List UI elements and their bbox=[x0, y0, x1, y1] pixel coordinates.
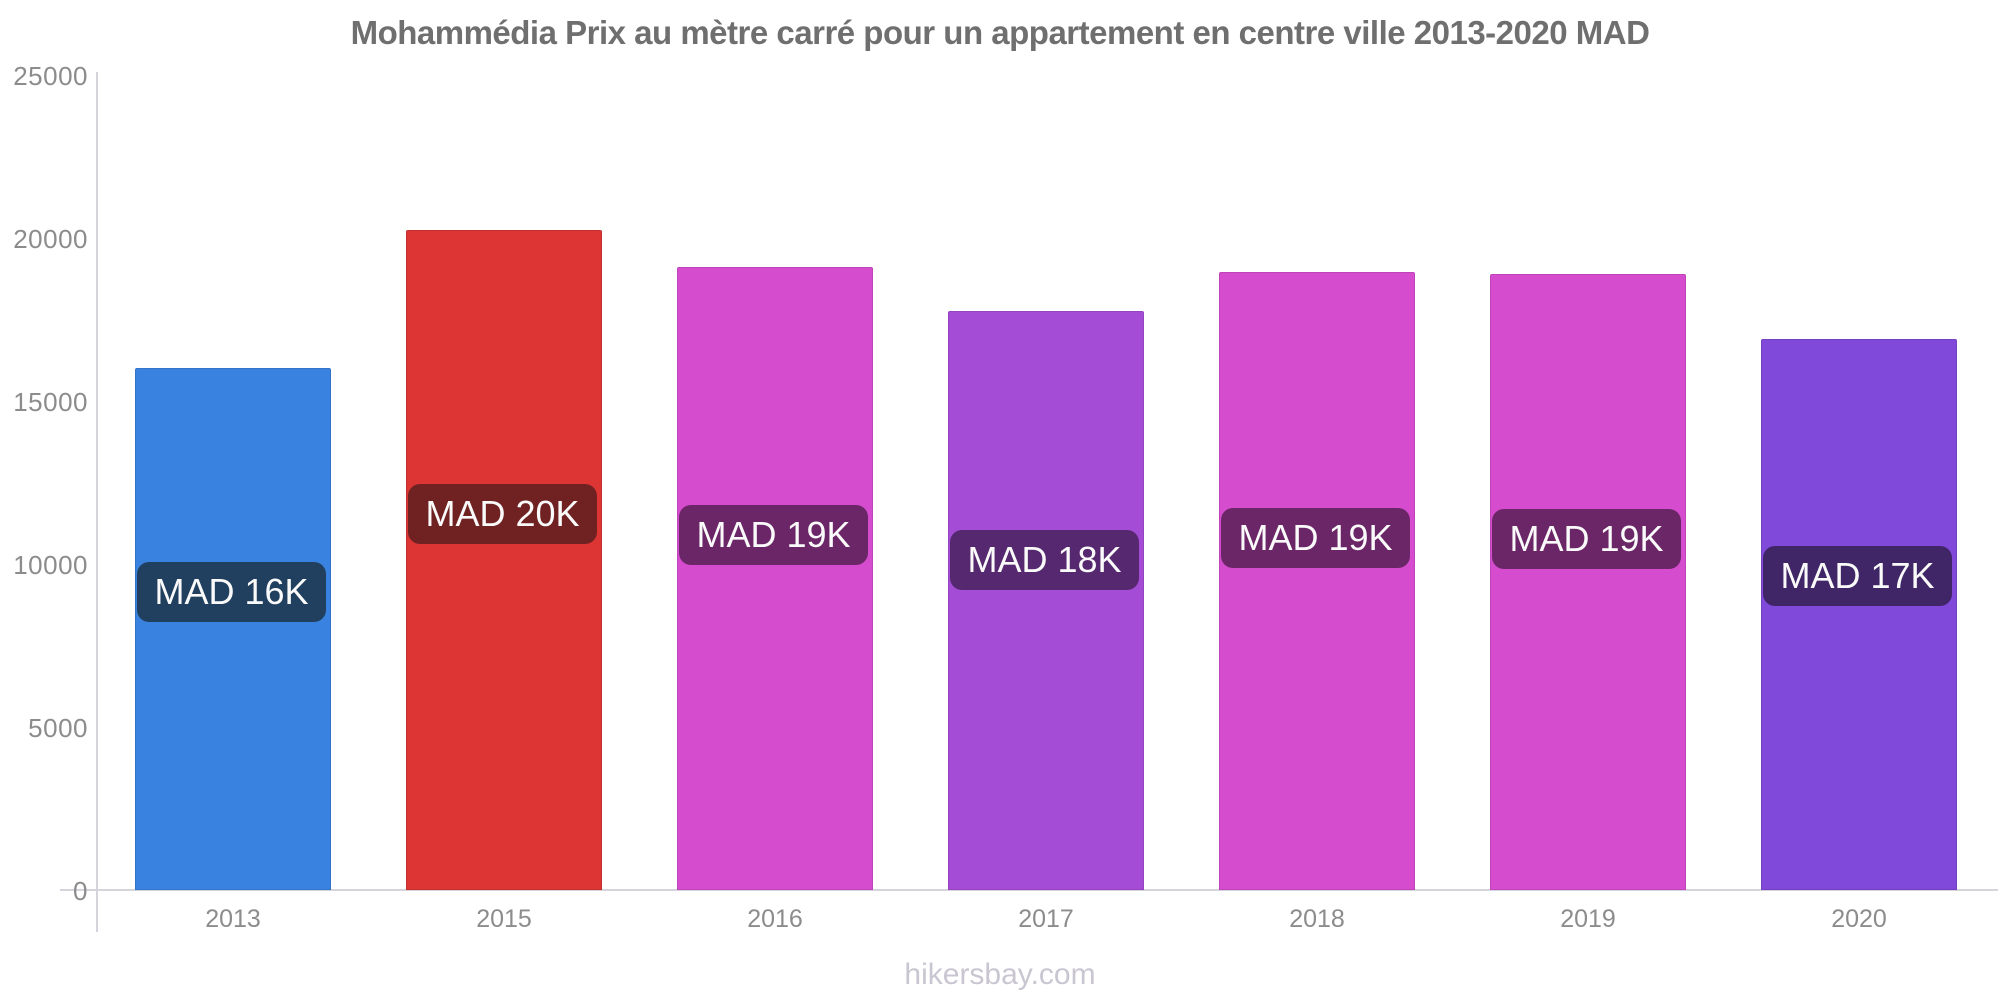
bar-2018[interactable]: MAD 19K bbox=[1219, 272, 1415, 890]
bar-value-label-2018: MAD 19K bbox=[1221, 508, 1410, 568]
x-tick-2017: 2017 bbox=[1018, 905, 1074, 933]
bar-value-label-2017: MAD 18K bbox=[950, 530, 1139, 590]
bar-value-label-2019: MAD 19K bbox=[1492, 509, 1681, 569]
y-tick-20000: 20000 bbox=[13, 224, 88, 254]
x-tick-2015: 2015 bbox=[476, 905, 532, 933]
bar-value-label-2013: MAD 16K bbox=[137, 562, 326, 622]
bar-value-label-2016: MAD 19K bbox=[679, 505, 868, 565]
bar-2019[interactable]: MAD 19K bbox=[1490, 274, 1686, 890]
bar-value-label-2015: MAD 20K bbox=[408, 484, 597, 544]
x-tick-2013: 2013 bbox=[205, 905, 261, 933]
y-axis-line bbox=[96, 72, 98, 932]
y-tick-0: 0 bbox=[73, 876, 88, 906]
chart-title: Mohammédia Prix au mètre carré pour un a… bbox=[350, 14, 1650, 51]
y-tick-25000: 25000 bbox=[13, 61, 88, 91]
bar-2016[interactable]: MAD 19K bbox=[677, 267, 873, 890]
x-tick-2016: 2016 bbox=[747, 905, 803, 933]
bar-2015[interactable]: MAD 20K bbox=[406, 230, 602, 890]
x-axis-line bbox=[60, 889, 1998, 891]
x-tick-2020: 2020 bbox=[1831, 905, 1887, 933]
y-tick-15000: 15000 bbox=[13, 387, 88, 417]
x-tick-2019: 2019 bbox=[1560, 905, 1616, 933]
bar-2017[interactable]: MAD 18K bbox=[948, 311, 1144, 890]
bar-value-label-2020: MAD 17K bbox=[1763, 546, 1952, 606]
y-tick-10000: 10000 bbox=[13, 550, 88, 580]
x-tick-2018: 2018 bbox=[1289, 905, 1345, 933]
watermark-hikersbay: hikersbay.com bbox=[904, 958, 1096, 991]
bar-2020[interactable]: MAD 17K bbox=[1761, 339, 1957, 890]
y-tick-5000: 5000 bbox=[28, 713, 88, 743]
bar-2013[interactable]: MAD 16K bbox=[135, 368, 331, 890]
